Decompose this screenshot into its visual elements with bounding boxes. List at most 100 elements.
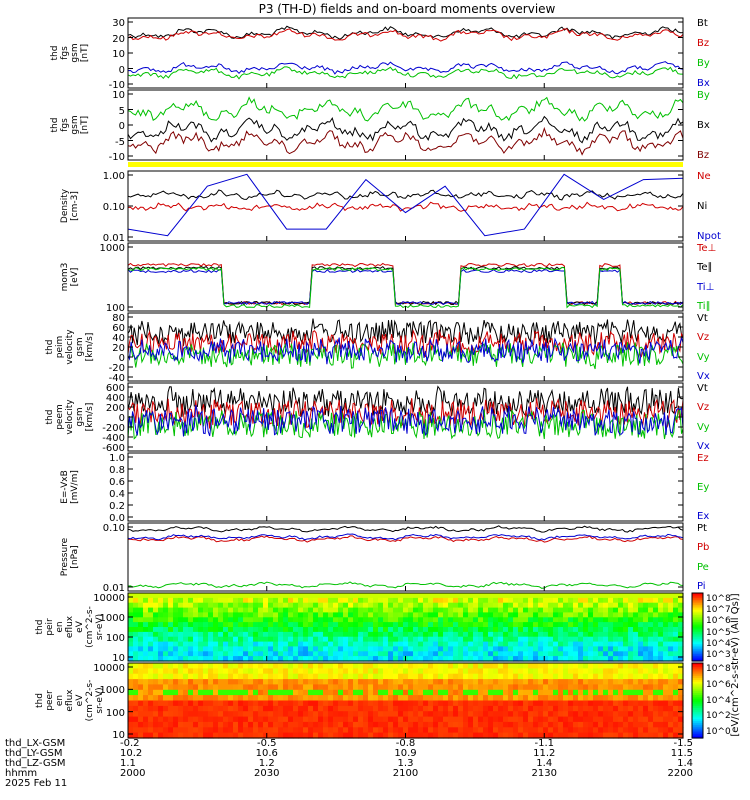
heatmap-cell [658, 668, 664, 675]
heatmap-cell [568, 636, 574, 643]
heatmap-cell [268, 641, 274, 648]
heatmap-cell [198, 689, 204, 696]
x-tick-ly: 11.5 [671, 748, 693, 759]
heatmap-cell [568, 716, 574, 723]
heatmap-cell [613, 727, 619, 734]
heatmap-cell [503, 612, 509, 618]
heatmap-cell [513, 668, 519, 675]
heatmap-cell [578, 593, 584, 599]
heatmap-cell [153, 711, 159, 718]
colorbar-swatch [692, 613, 703, 616]
heatmap-cell [223, 636, 229, 643]
heatmap-cell [148, 617, 154, 623]
heatmap-cell [388, 716, 394, 723]
heatmap-cell [188, 700, 194, 707]
heatmap-cell [318, 705, 324, 712]
heatmap-cell [293, 663, 299, 669]
heatmap-cell [238, 627, 244, 633]
heatmap-cell [198, 727, 204, 734]
heatmap-cell [183, 627, 189, 633]
heatmap-cell [183, 622, 189, 628]
heatmap-cell [593, 641, 599, 648]
heatmap-cell [313, 716, 319, 723]
heatmap-cell [348, 673, 354, 680]
heatmap-cell [238, 695, 244, 702]
heatmap-cell [648, 721, 654, 728]
heatmap-cell [353, 656, 359, 662]
heatmap-cell [358, 631, 364, 638]
heatmap-cell [403, 700, 409, 707]
heatmap-cell [663, 711, 669, 718]
heatmap-cell [543, 617, 549, 623]
heatmap-cell [483, 597, 489, 604]
heatmap-cell [268, 656, 274, 662]
heatmap-cell [393, 695, 399, 702]
heatmap-cell [333, 622, 339, 628]
heatmap-cell [213, 593, 219, 599]
heatmap-cell [383, 716, 389, 723]
heatmap-cell [658, 705, 664, 712]
heatmap-cell [248, 593, 254, 599]
heatmap-cell [368, 673, 374, 680]
heatmap-cell [173, 631, 179, 638]
heatmap-cell [443, 716, 449, 723]
heatmap-cell [308, 700, 314, 707]
heatmap-cell [643, 656, 649, 662]
heatmap-cell [668, 631, 674, 638]
heatmap-cell [413, 597, 419, 604]
heatmap-cell [568, 663, 574, 669]
heatmap-cell [443, 602, 449, 609]
heatmap-cell [313, 689, 319, 696]
heatmap-cell [253, 711, 259, 718]
heatmap-cell [593, 689, 599, 696]
heatmap-cell [633, 689, 639, 696]
legend-pi: Pi [697, 581, 706, 592]
heatmap-cell [498, 673, 504, 680]
heatmap-cell [608, 711, 614, 718]
heatmap-cell [438, 617, 444, 623]
heatmap-cell [258, 705, 264, 712]
heatmap-cell [288, 663, 294, 669]
heatmap-cell [298, 700, 304, 707]
heatmap-cell [523, 631, 529, 638]
heatmap-cell [358, 656, 364, 662]
heatmap-cell [493, 684, 499, 691]
heatmap-cell [473, 716, 479, 723]
heatmap-cell [508, 656, 514, 662]
heatmap-cell [238, 602, 244, 609]
heatmap-cell [518, 663, 524, 669]
heatmap-cell [623, 684, 629, 691]
heatmap-cell [443, 727, 449, 734]
heatmap-cell [623, 627, 629, 633]
heatmap-cell [358, 689, 364, 696]
heatmap-cell [583, 593, 589, 599]
heatmap-cell [223, 679, 229, 686]
y-tick-label: 200 [106, 403, 125, 414]
heatmap-cell [653, 716, 659, 723]
heatmap-cell [408, 656, 414, 662]
colorbar-swatch [692, 652, 703, 655]
heatmap-cell [643, 631, 649, 638]
heatmap-cell [493, 631, 499, 638]
colorbar-tick: 10^4 [706, 696, 731, 706]
heatmap-cell [158, 705, 164, 712]
heatmap-cell [133, 617, 139, 623]
heatmap-cell [128, 593, 134, 599]
heatmap-cell [673, 679, 679, 686]
heatmap-cell [143, 597, 149, 604]
heatmap-cell [273, 631, 279, 638]
heatmap-cell [488, 721, 494, 728]
heatmap-cell [223, 627, 229, 633]
heatmap-cell [673, 684, 679, 691]
x-tick-hhmm: 2200 [668, 768, 693, 779]
heatmap-cell [468, 607, 474, 614]
heatmap-cell [518, 597, 524, 604]
heatmap-cell [358, 668, 364, 675]
heatmap-cell [283, 684, 289, 691]
heatmap-cell [358, 673, 364, 680]
heatmap-cell [188, 622, 194, 628]
heatmap-cell [493, 668, 499, 675]
legend-te⊥: Te⊥ [696, 243, 716, 254]
